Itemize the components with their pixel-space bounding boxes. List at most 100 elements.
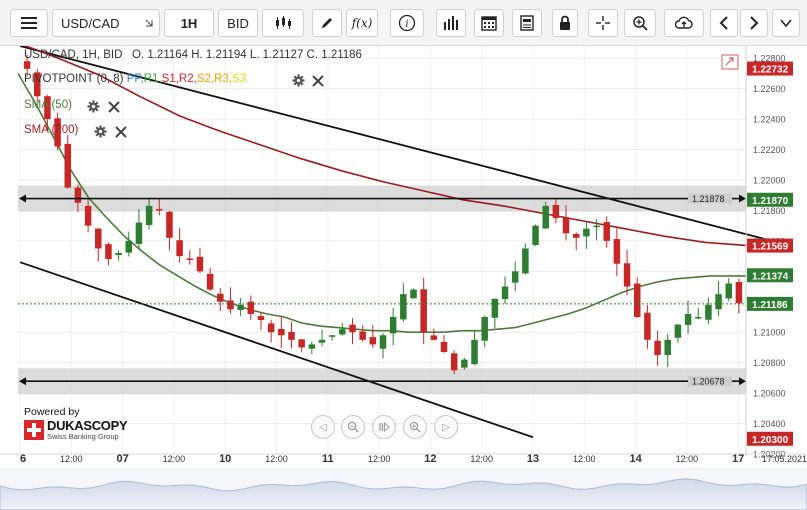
candle-body	[633, 283, 641, 317]
price-badge	[747, 431, 793, 446]
candle-body	[694, 316, 702, 319]
candle-body	[95, 228, 102, 249]
candle-body	[176, 240, 183, 257]
candlestick-icon	[276, 16, 291, 29]
chart-type-button[interactable]	[262, 9, 304, 37]
candle-body	[278, 328, 285, 336]
candle-body	[54, 118, 61, 147]
zoom-in-button[interactable]	[403, 415, 427, 439]
chevron-right-icon	[750, 16, 759, 30]
sma200-close-icon[interactable]	[115, 125, 127, 143]
scroll-forward-button[interactable]: ▷	[434, 415, 458, 439]
price-side-label: BID	[227, 15, 249, 31]
candle-body	[593, 225, 600, 228]
level-label: 1.20678	[692, 377, 725, 387]
pivot-close-icon[interactable]	[312, 74, 324, 92]
candle-body	[613, 239, 621, 264]
x-tick-label: 13	[527, 453, 539, 465]
pivot-settings-gear-icon[interactable]	[292, 74, 305, 92]
candle-body	[206, 273, 214, 290]
hamburger-icon	[21, 17, 37, 29]
scroll-left-button[interactable]	[710, 9, 738, 37]
candle-body	[44, 96, 51, 120]
sma200-line	[23, 46, 747, 247]
x-tick-label: 12:00	[573, 454, 596, 464]
y-tick-label: 1.22600	[753, 84, 786, 94]
y-tick-label: 1.22200	[753, 145, 786, 155]
scroll-back-button[interactable]: ◁	[311, 415, 335, 439]
price-badge-label: 1.22732	[752, 65, 789, 76]
candle-body	[339, 329, 346, 335]
y-tick-label: 1.20800	[753, 358, 786, 368]
crosshair-button[interactable]	[588, 9, 618, 37]
play-pause-icon	[379, 421, 390, 433]
indicators-button[interactable]: f(x)	[346, 9, 378, 37]
sma50-label: SMA (50)	[24, 99, 72, 111]
pencil-icon	[322, 18, 332, 28]
sma50-legend[interactable]: SMA (50)	[24, 99, 72, 111]
chevron-left-icon	[719, 16, 728, 30]
y-tick-label: 1.22800	[753, 54, 786, 64]
candle-body	[471, 339, 478, 365]
symbol-selector[interactable]: USD/CAD	[52, 9, 160, 37]
x-tick-label: 12:00	[265, 454, 288, 464]
price-badge-label: 1.21870	[752, 196, 789, 207]
candle-body	[328, 335, 336, 337]
reset-button[interactable]	[372, 415, 396, 439]
candle-body	[33, 72, 41, 97]
candle-body	[156, 209, 163, 211]
pivot-legend[interactable]: PIVOTPOINT (0, 8) PP, R1, S1, R2, S2, R3…	[24, 73, 246, 85]
sma50-settings-gear-icon[interactable]	[87, 100, 100, 118]
menu-button[interactable]	[10, 9, 48, 37]
candle-body	[125, 240, 133, 253]
volume-button[interactable]	[436, 9, 466, 37]
candle-body	[623, 263, 631, 287]
candle-body	[288, 331, 295, 340]
pivot-item: R2,	[178, 73, 197, 85]
timeframe-selector[interactable]: 1H	[164, 9, 214, 37]
navigator[interactable]	[0, 467, 807, 510]
document-icon	[520, 15, 534, 31]
crosshair-icon	[596, 16, 610, 30]
sma50-close-icon[interactable]	[108, 100, 120, 118]
price-badge-label: 1.21569	[752, 242, 789, 253]
candles	[23, 54, 743, 375]
candle-body	[115, 253, 122, 255]
candle-body	[552, 204, 560, 219]
candle-body	[715, 294, 722, 310]
level-arrow-right	[739, 194, 746, 203]
candle-body	[440, 341, 448, 352]
price-badge	[747, 268, 793, 283]
zoom-button[interactable]	[624, 9, 656, 37]
scroll-right-button[interactable]	[740, 9, 768, 37]
sma200-legend[interactable]: SMA (200)	[24, 124, 78, 136]
info-button[interactable]: i	[390, 9, 424, 37]
draw-tool-button[interactable]	[312, 9, 342, 37]
trend-line	[19, 261, 534, 439]
candle-body	[705, 304, 712, 320]
zoom-out-button[interactable]	[341, 415, 365, 439]
x-end-label: 17.05.2021	[762, 454, 807, 464]
candle-body	[64, 143, 72, 188]
expand-icon[interactable]	[721, 54, 739, 75]
swiss-cross-icon	[24, 420, 44, 440]
lock-button[interactable]	[552, 9, 578, 37]
calendar-button[interactable]	[474, 9, 504, 37]
price-side-selector[interactable]: BID	[218, 9, 258, 37]
cloud-button[interactable]	[664, 9, 704, 37]
x-tick-label: 14	[629, 453, 642, 465]
svg-text:i: i	[405, 19, 408, 30]
candle-body	[420, 289, 427, 333]
level-arrow-left	[19, 194, 26, 203]
sma200-settings-gear-icon[interactable]	[94, 125, 107, 143]
price-badge-label: 1.20300	[752, 435, 789, 446]
pivot-prefix: PIVOTPOINT (0, 8)	[24, 73, 124, 85]
dropdown-caret-icon	[145, 19, 153, 27]
level-label-bg	[688, 193, 732, 204]
level-arrow-left	[19, 377, 26, 386]
more-button[interactable]	[772, 9, 800, 37]
price-badge	[747, 192, 793, 207]
report-button[interactable]	[512, 9, 542, 37]
candle-body	[389, 316, 397, 334]
